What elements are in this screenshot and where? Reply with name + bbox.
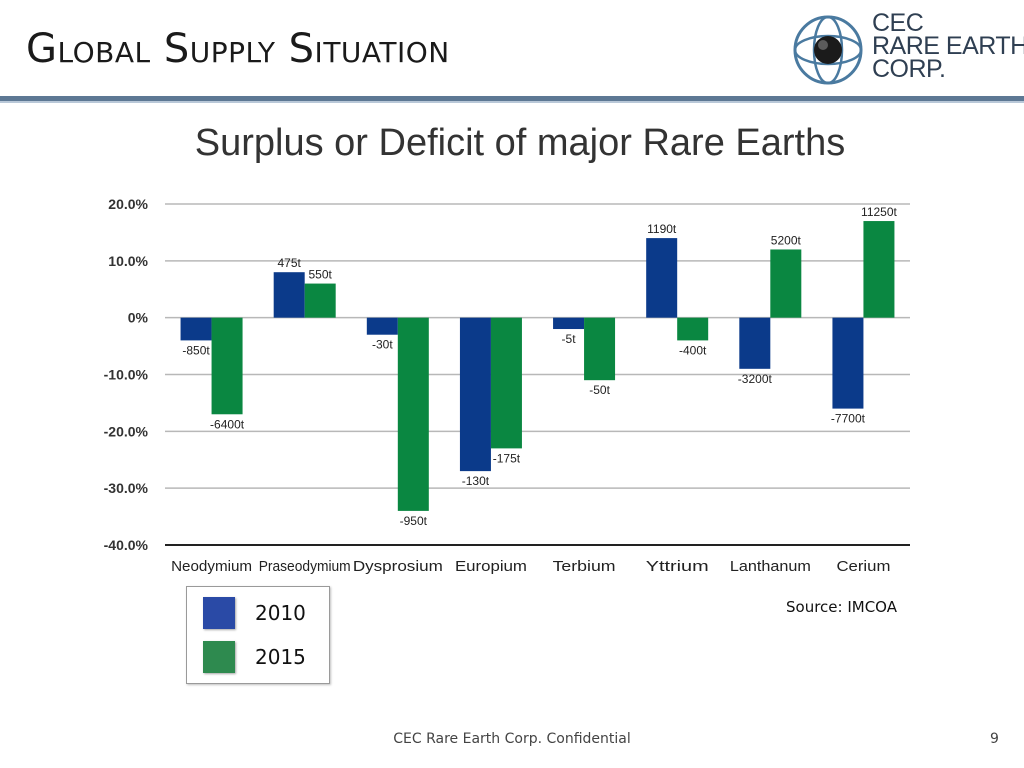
x-tick-label: Yttrium [646,558,709,575]
bar-2015-yttrium [677,317,709,341]
data-label: 550t [309,268,333,282]
data-label: -950t [400,514,428,528]
data-label: -850t [182,343,210,357]
y-tick-label: -10.0% [104,367,149,383]
bar-2015-europium [490,317,522,449]
x-tick-label: Lanthanum [730,558,811,575]
x-tick-label: Praseodymium [259,558,351,575]
x-tick-label: Dysprosium [353,558,443,575]
data-label: -50t [589,383,610,397]
data-label: -5t [562,332,577,346]
data-label: -6400t [210,417,245,431]
data-label: 475t [278,256,302,270]
y-tick-label: -30.0% [104,480,149,496]
globe-icon [793,15,863,85]
source-note: Source: IMCOA [786,598,897,616]
bar-2015-terbium [584,317,616,381]
legend-item-2015: 2015 [203,641,323,675]
legend-label-2010: 2010 [255,601,306,625]
legend-swatch-2015 [203,641,235,673]
logo-line: CEC [872,9,924,37]
bar-2015-praseodymium [304,283,336,318]
data-label: -30t [372,338,393,352]
legend-swatch-2010 [203,597,235,629]
logo-wordmark: CEC RARE EARTH CORP. [872,9,1024,83]
data-label: -130t [462,474,490,488]
x-tick-label: Europium [455,558,527,575]
data-label: 11250t [861,205,897,219]
data-label: 1190t [647,222,677,236]
y-tick-label: -20.0% [104,423,149,439]
y-tick-label: 0% [128,310,149,326]
x-tick-label: Terbium [553,558,616,575]
bar-2010-terbium [553,317,585,330]
title-rule-accent [0,101,1024,103]
footer-confidential: CEC Rare Earth Corp. Confidential [393,731,631,747]
x-tick-label: Cerium [836,558,890,575]
y-tick-label: 10.0% [108,253,148,269]
data-label: -175t [493,451,521,465]
bar-2010-lanthanum [739,317,771,369]
data-label: -7700t [831,412,866,426]
bar-2015-neodymium [211,317,243,415]
chart-legend: 2010 2015 [186,586,330,684]
legend-item-2010: 2010 [203,597,323,631]
y-tick-label: -40.0% [104,537,149,553]
company-logo: CEC RARE EARTH CORP. [792,9,1024,90]
y-tick-label: 20.0% [108,196,148,212]
bar-2010-yttrium [646,238,678,318]
bar-chart: 20.0% 10.0% 0% -10.0% -20.0% -30.0% -40.0% -850… [104,196,910,575]
logo-line: CORP. [872,55,946,83]
bar-2010-dysprosium [366,317,398,335]
bar-2010-cerium [832,317,864,409]
bar-2015-lanthanum [770,249,802,318]
page-number: 9 [990,731,999,747]
x-tick-label: Neodymium [171,558,252,575]
bar-2010-praseodymium [273,272,305,318]
legend-label-2015: 2015 [255,645,306,669]
chart-title: Surplus or Deficit of major Rare Earths [194,122,846,164]
data-label: 5200t [771,233,802,247]
bar-2010-neodymium [180,317,212,341]
logo-line: RARE EARTH [872,32,1024,60]
bar-2010-europium [459,317,491,472]
data-label: -3200t [738,372,773,386]
data-label: -400t [679,343,707,357]
slide-title: Global Supply Situation [26,26,450,72]
bar-2015-dysprosium [397,317,429,511]
bar-2015-cerium [863,221,895,318]
title-rule [0,96,1024,101]
